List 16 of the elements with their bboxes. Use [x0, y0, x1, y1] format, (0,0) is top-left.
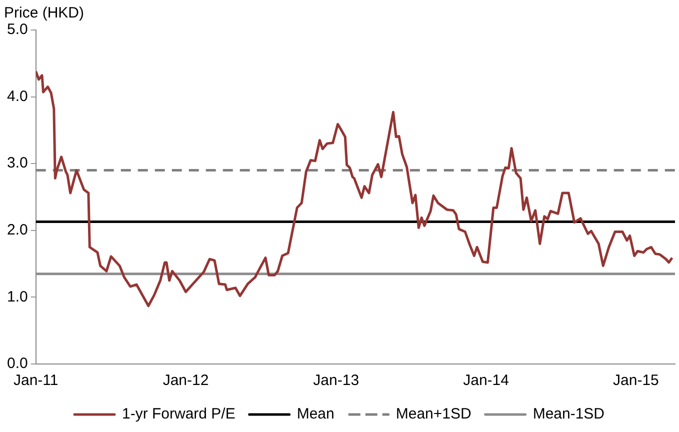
y-tick-label: 0.0: [6, 355, 28, 372]
x-tick-label: Jan-12: [162, 372, 209, 390]
y-tick-label: 2.0: [6, 222, 28, 239]
legend-label: Mean: [296, 406, 334, 423]
legend-label: Mean-1SD: [532, 406, 605, 423]
y-axis-title: Price (HKD): [4, 4, 84, 22]
x-tick-label: Jan-13: [313, 372, 360, 390]
legend-label: Mean+1SD: [396, 406, 472, 423]
x-tick-label: Jan-15: [613, 372, 659, 390]
y-tick-label: 3.0: [6, 154, 28, 172]
y-tick-label: 1.0: [6, 288, 28, 306]
x-tick-label: Jan-11: [13, 372, 58, 390]
legend-label: 1-yr Forward P/E: [122, 406, 236, 423]
x-tick-label: Jan-14: [463, 372, 509, 390]
y-tick-label: 5.0: [6, 21, 28, 38]
y-tick-label: 4.0: [6, 88, 28, 105]
